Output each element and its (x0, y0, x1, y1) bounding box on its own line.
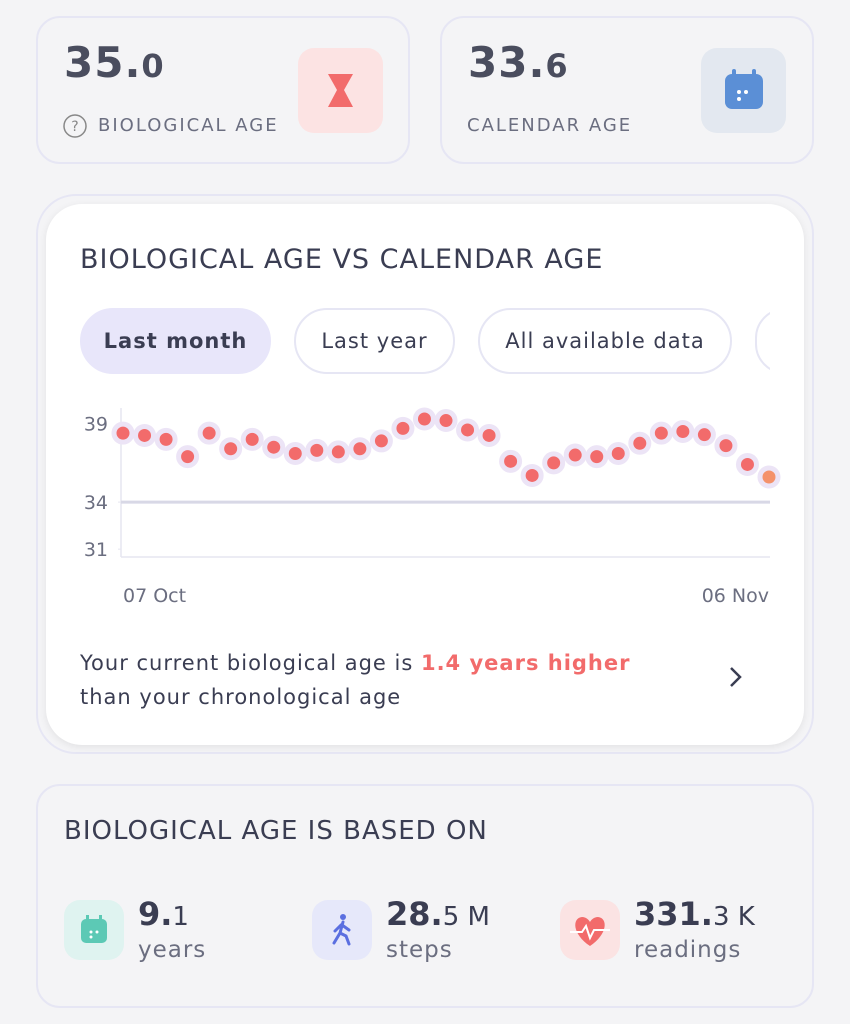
x-tick-label: 06 Nov (702, 585, 769, 607)
data-point (628, 431, 652, 455)
value-major: 331. (634, 895, 713, 933)
data-point (606, 441, 630, 465)
data-point (111, 421, 135, 445)
value-minor: 0 (141, 47, 165, 85)
chart-card-outer (36, 194, 814, 754)
summary-message[interactable]: Your current biological age is 1.4 years… (80, 646, 720, 714)
calendar-icon (64, 900, 124, 960)
value-minor: 6 (545, 47, 569, 85)
data-point (434, 409, 458, 433)
data-point (283, 441, 307, 465)
value-major: 28. (386, 895, 443, 933)
message-text: Your current biological age is (80, 651, 421, 675)
chart-title: BIOLOGICAL AGE VS CALENDAR AGE (80, 244, 604, 275)
steps-label: steps (386, 937, 453, 963)
data-point (520, 463, 544, 487)
data-point (714, 434, 738, 458)
data-point (262, 435, 286, 459)
data-point (542, 451, 566, 475)
based-on-card (36, 784, 814, 1008)
data-point (692, 423, 716, 447)
section-title: BIOLOGICAL AGE IS BASED ON (64, 816, 488, 846)
heart-icon (560, 900, 620, 960)
cal-age-value: 33.6 (468, 38, 569, 87)
chevron[interactable] (726, 664, 746, 690)
data-point (305, 438, 329, 462)
tab[interactable]: Last year (294, 308, 455, 374)
data-point (499, 449, 523, 473)
value-major: 33. (468, 38, 546, 87)
value-major: 9. (138, 895, 173, 933)
data-point (412, 407, 436, 431)
data-point (757, 465, 781, 489)
data-point (326, 440, 350, 464)
tab[interactable]: Last month (80, 308, 271, 374)
steps-value: 28.5 M (386, 895, 490, 933)
data-point (585, 445, 609, 469)
bio-age-label: BIOLOGICAL AGE (98, 115, 279, 136)
chart-card (46, 204, 804, 745)
data-point (219, 437, 243, 461)
value-minor: 1 (172, 902, 189, 932)
message-text: than your chronological age (80, 685, 402, 709)
y-tick-label: 31 (84, 539, 108, 561)
value-minor: 5 M (442, 902, 490, 932)
data-point (735, 452, 759, 476)
data-point (240, 427, 264, 451)
hourglass-icon (298, 48, 383, 133)
bio-age-card (36, 16, 410, 164)
data-point (176, 445, 200, 469)
years-label: years (138, 937, 207, 963)
bio-age-value: 35.0 (64, 38, 165, 87)
data-point (477, 423, 501, 447)
y-tick-label: 39 (84, 414, 108, 436)
data-point (649, 421, 673, 445)
cal-age-card (440, 16, 814, 164)
years-value: 9.1 (138, 895, 189, 933)
tab[interactable]: All available data (478, 308, 732, 374)
message-highlight: 1.4 years higher (420, 651, 631, 675)
data-point (456, 418, 480, 442)
value-major: 35. (64, 38, 142, 87)
data-point (563, 443, 587, 467)
value-minor: 3 K (712, 902, 755, 932)
data-point (197, 421, 221, 445)
data-point (391, 416, 415, 440)
data-point (154, 427, 178, 451)
x-tick-label: 07 Oct (123, 585, 186, 607)
readings-label: readings (634, 937, 742, 963)
calendar-icon (701, 48, 786, 133)
cal-age-label: CALENDAR AGE (467, 115, 633, 136)
chart: 39 34 31 07 Oct 06 Nov (84, 407, 781, 607)
readings-value: 331.3 K (634, 895, 755, 933)
steps-icon (312, 900, 372, 960)
y-tick-label: 34 (84, 492, 108, 514)
tab-overflow (755, 308, 770, 374)
data-point (369, 429, 393, 453)
data-point (133, 423, 157, 447)
data-point (671, 420, 695, 444)
help-icon[interactable]: ? (62, 113, 88, 139)
svg-text:?: ? (71, 119, 78, 135)
data-point (348, 437, 372, 461)
